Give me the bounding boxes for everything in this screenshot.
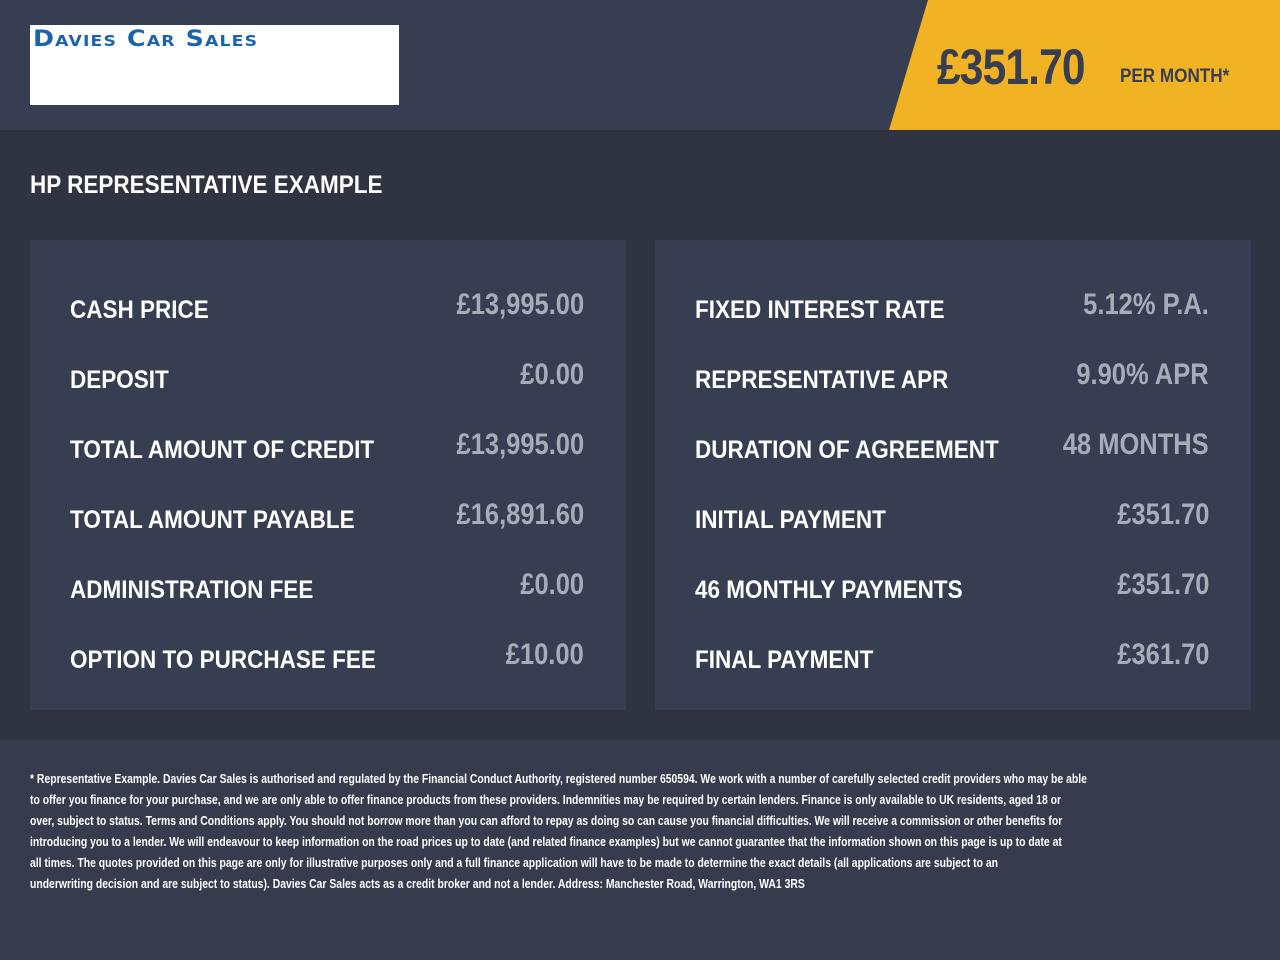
detail-row: TOTAL AMOUNT OF CREDIT £13,995.00 [70,428,584,468]
detail-row: TOTAL AMOUNT PAYABLE £16,891.60 [70,498,584,538]
monthly-price-banner: £351.70 PER MONTH* [889,0,1280,130]
detail-row: FIXED INTEREST RATE 5.12% P.A. [695,288,1209,328]
detail-value: £0.00 [520,358,584,391]
header: Davies Car Sales £351.70 PER MONTH* [0,0,1280,130]
detail-row: CASH PRICE £13,995.00 [70,288,584,328]
detail-label: 46 MONTHLY PAYMENTS [695,576,963,604]
detail-value: £13,995.00 [456,288,584,321]
detail-label: ADMINISTRATION FEE [70,576,314,604]
monthly-price: £351.70 [937,39,1086,95]
detail-value: £351.70 [1116,498,1209,531]
detail-value: £13,995.00 [456,428,584,461]
detail-label: FIXED INTEREST RATE [695,296,945,324]
disclaimer-line: * Representative Example. Davies Car Sal… [30,771,1087,786]
detail-label: DURATION OF AGREEMENT [695,436,999,464]
detail-value: £361.70 [1116,638,1209,671]
disclaimer-line: to offer you finance for your purchase, … [30,792,1062,807]
detail-label: TOTAL AMOUNT OF CREDIT [70,436,375,464]
detail-label: FINAL PAYMENT [695,646,874,674]
detail-label: OPTION TO PURCHASE FEE [70,646,376,674]
logo-text: Davies Car Sales [33,27,259,52]
disclaimer-line: introducing you to a lender. We will end… [30,834,1062,849]
detail-row: ADMINISTRATION FEE £0.00 [70,568,584,608]
detail-label: TOTAL AMOUNT PAYABLE [70,506,355,534]
detail-value: £0.00 [520,568,584,601]
disclaimer-line: underwriting decision and are subject to… [30,876,805,891]
detail-value: £351.70 [1116,568,1209,601]
detail-label: REPRESENTATIVE APR [695,366,949,394]
logo[interactable]: Davies Car Sales [30,25,399,105]
detail-value: 5.12% P.A. [1083,288,1209,321]
detail-row: FINAL PAYMENT £361.70 [695,638,1209,678]
detail-row: DURATION OF AGREEMENT 48 MONTHS [695,428,1209,468]
detail-row: OPTION TO PURCHASE FEE £10.00 [70,638,584,678]
per-month-label: PER MONTH* [1120,66,1230,87]
detail-label: CASH PRICE [70,296,209,324]
detail-label: INITIAL PAYMENT [695,506,886,534]
finance-details-left: CASH PRICE £13,995.00 DEPOSIT £0.00 TOTAL AM… [30,240,626,710]
detail-value: 48 MONTHS [1063,428,1209,461]
detail-value: £16,891.60 [456,498,584,531]
detail-value: 9.90% APR [1076,358,1209,391]
detail-row: 46 MONTHLY PAYMENTS £351.70 [695,568,1209,608]
page-title: HP REPRESENTATIVE EXAMPLE [30,171,383,199]
disclaimer-line: all times. The quotes provided on this p… [30,855,998,870]
disclaimer-line: over, subject to status. Terms and Condi… [30,813,1063,828]
detail-row: INITIAL PAYMENT £351.70 [695,498,1209,538]
detail-value: £10.00 [505,638,584,671]
detail-row: DEPOSIT £0.00 [70,358,584,398]
detail-row: REPRESENTATIVE APR 9.90% APR [695,358,1209,398]
detail-label: DEPOSIT [70,366,169,394]
finance-details-right: FIXED INTEREST RATE 5.12% P.A. REPRESENTAT… [655,240,1251,710]
disclaimer: * Representative Example. Davies Car Sal… [0,740,1280,960]
